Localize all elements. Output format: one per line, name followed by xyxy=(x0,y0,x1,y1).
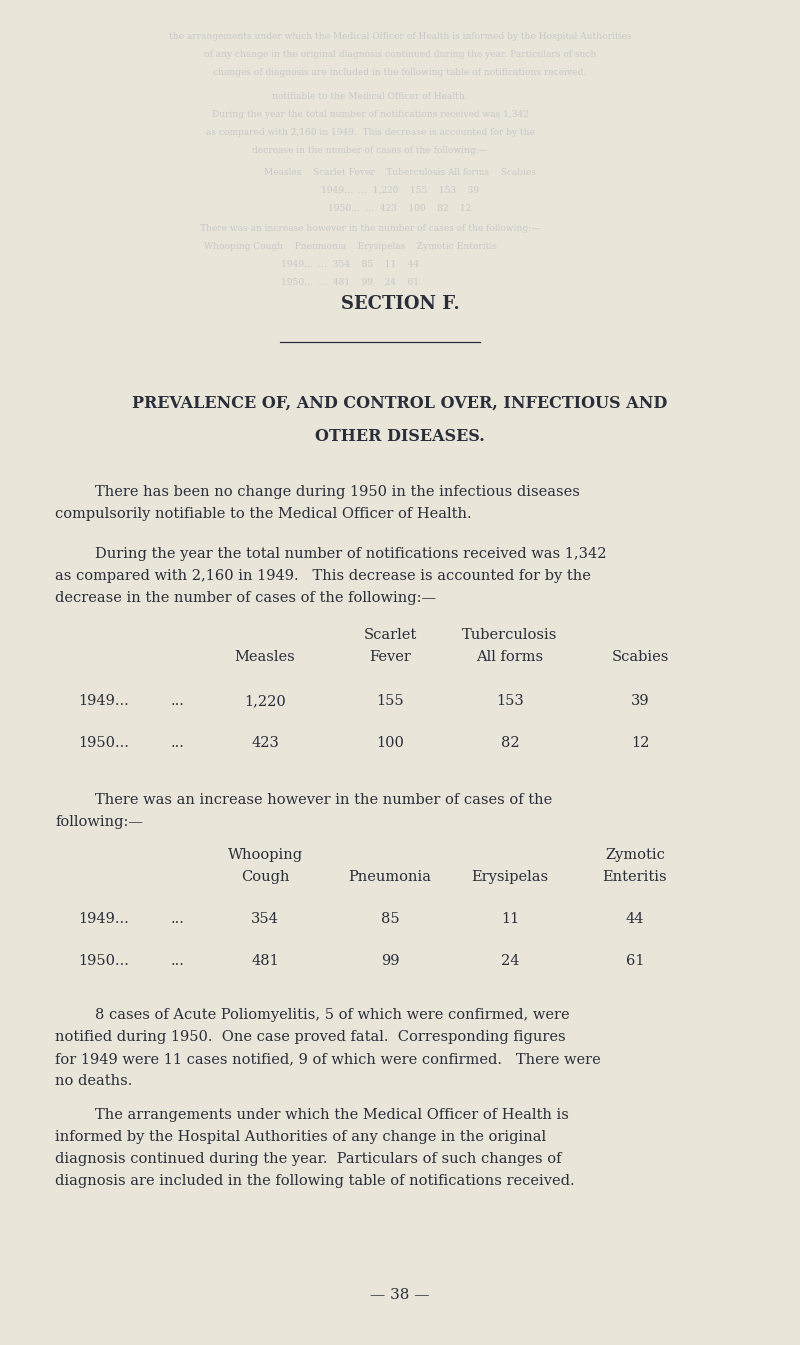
Text: 1,220: 1,220 xyxy=(244,694,286,707)
Text: 82: 82 xyxy=(501,736,519,751)
Text: 481: 481 xyxy=(251,954,279,968)
Text: following:—: following:— xyxy=(55,815,143,829)
Text: ...: ... xyxy=(171,912,185,925)
Text: notifiable to the Medical Officer of Health.: notifiable to the Medical Officer of Hea… xyxy=(272,91,468,101)
Text: changes of diagnosis are included in the following table of notifications receiv: changes of diagnosis are included in the… xyxy=(214,69,586,77)
Text: for 1949 were 11 cases notified, 9 of which were confirmed.   There were: for 1949 were 11 cases notified, 9 of wh… xyxy=(55,1052,601,1067)
Text: There has been no change during 1950 in the infectious diseases: There has been no change during 1950 in … xyxy=(95,486,580,499)
Text: 44: 44 xyxy=(626,912,644,925)
Text: Scarlet: Scarlet xyxy=(363,628,417,642)
Text: Measles    Scarlet Fever    Tuberculosis All forms    Scabies: Measles Scarlet Fever Tuberculosis All f… xyxy=(264,168,536,178)
Text: During the year the total number of notifications received was 1,342: During the year the total number of noti… xyxy=(95,547,606,561)
Text: There was an increase however in the number of cases of the: There was an increase however in the num… xyxy=(95,794,552,807)
Text: 99: 99 xyxy=(381,954,399,968)
Text: The arrangements under which the Medical Officer of Health is: The arrangements under which the Medical… xyxy=(95,1108,569,1122)
Text: decrease in the number of cases of the following:—: decrease in the number of cases of the f… xyxy=(55,590,436,605)
Text: Whooping: Whooping xyxy=(227,847,302,862)
Text: diagnosis are included in the following table of notifications received.: diagnosis are included in the following … xyxy=(55,1174,574,1188)
Text: 8 cases of Acute Poliomyelitis, 5 of which were confirmed, were: 8 cases of Acute Poliomyelitis, 5 of whi… xyxy=(95,1007,570,1022)
Text: 155: 155 xyxy=(376,694,404,707)
Text: 1949...  ...  354    85    11    44: 1949... ... 354 85 11 44 xyxy=(281,260,419,269)
Text: notified during 1950.  One case proved fatal.  Corresponding figures: notified during 1950. One case proved fa… xyxy=(55,1030,566,1044)
Text: All forms: All forms xyxy=(477,650,543,664)
Text: as compared with 2,160 in 1949.   This decrease is accounted for by the: as compared with 2,160 in 1949. This dec… xyxy=(55,569,591,582)
Text: 1950...  ...  481    99    24    61: 1950... ... 481 99 24 61 xyxy=(281,278,419,286)
Text: 354: 354 xyxy=(251,912,279,925)
Text: 153: 153 xyxy=(496,694,524,707)
Text: Pneumonia: Pneumonia xyxy=(349,870,431,884)
Text: decrease in the number of cases of the following:—: decrease in the number of cases of the f… xyxy=(252,147,488,155)
Text: Tuberculosis: Tuberculosis xyxy=(462,628,558,642)
Text: 61: 61 xyxy=(626,954,644,968)
Text: 39: 39 xyxy=(630,694,650,707)
Text: OTHER DISEASES.: OTHER DISEASES. xyxy=(315,428,485,445)
Text: ...: ... xyxy=(171,736,185,751)
Text: 1950...: 1950... xyxy=(78,736,129,751)
Text: During the year the total number of notifications received was 1,342: During the year the total number of noti… xyxy=(212,110,528,118)
Text: 24: 24 xyxy=(501,954,519,968)
Text: Cough: Cough xyxy=(241,870,290,884)
Text: 85: 85 xyxy=(381,912,399,925)
Text: 423: 423 xyxy=(251,736,279,751)
Text: ...: ... xyxy=(171,694,185,707)
Text: 12: 12 xyxy=(631,736,649,751)
Text: 11: 11 xyxy=(501,912,519,925)
Text: compulsorily notifiable to the Medical Officer of Health.: compulsorily notifiable to the Medical O… xyxy=(55,507,472,521)
Text: 1949...: 1949... xyxy=(78,694,129,707)
Text: Whooping Cough    Pneumonia    Erysipelas    Zymotic Enteritis: Whooping Cough Pneumonia Erysipelas Zymo… xyxy=(203,242,497,252)
Text: PREVALENCE OF, AND CONTROL OVER, INFECTIOUS AND: PREVALENCE OF, AND CONTROL OVER, INFECTI… xyxy=(132,395,668,412)
Text: Erysipelas: Erysipelas xyxy=(471,870,549,884)
Text: informed by the Hospital Authorities of any change in the original: informed by the Hospital Authorities of … xyxy=(55,1130,546,1145)
Text: Enteritis: Enteritis xyxy=(602,870,667,884)
Text: ...: ... xyxy=(171,954,185,968)
Text: Scabies: Scabies xyxy=(611,650,669,664)
Text: — 38 —: — 38 — xyxy=(370,1289,430,1302)
Text: 1950...  ...  423    100    82    12: 1950... ... 423 100 82 12 xyxy=(328,204,472,213)
Text: the arrangements under which the Medical Officer of Health is informed by the Ho: the arrangements under which the Medical… xyxy=(169,32,631,40)
Text: SECTION F.: SECTION F. xyxy=(341,295,459,313)
Text: Zymotic: Zymotic xyxy=(605,847,665,862)
Text: 100: 100 xyxy=(376,736,404,751)
Text: of any change in the original diagnosis continued during the year. Particulars o: of any change in the original diagnosis … xyxy=(204,50,596,59)
Text: as compared with 2,160 in 1949.  This decrease is accounted for by the: as compared with 2,160 in 1949. This dec… xyxy=(206,128,534,137)
Text: diagnosis continued during the year.  Particulars of such changes of: diagnosis continued during the year. Par… xyxy=(55,1153,562,1166)
Text: 1949...  ...  1,220    155    153    39: 1949... ... 1,220 155 153 39 xyxy=(321,186,479,195)
Text: 1950...: 1950... xyxy=(78,954,129,968)
Text: Measles: Measles xyxy=(234,650,295,664)
Text: 1949...: 1949... xyxy=(78,912,129,925)
Text: no deaths.: no deaths. xyxy=(55,1075,132,1088)
Text: There was an increase however in the number of cases of the following:—: There was an increase however in the num… xyxy=(200,225,540,233)
Text: Fever: Fever xyxy=(369,650,411,664)
